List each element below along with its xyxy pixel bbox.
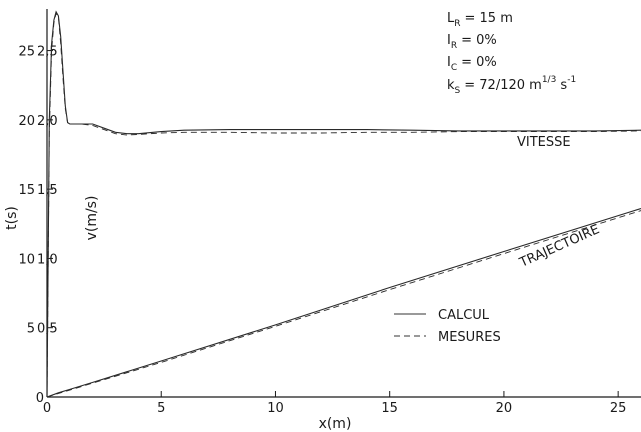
param-IC: IC = 0% <box>447 55 497 73</box>
vitesse-label: VITESSE <box>517 135 571 150</box>
vitesse-calcul-line <box>46 10 641 398</box>
t-tick-label: 5 <box>27 322 35 337</box>
x-tick-label: 25 <box>610 401 627 416</box>
v-tick-label: 2,0 <box>37 114 58 129</box>
curves <box>46 10 641 398</box>
x-axis-title: x(m) <box>319 416 352 432</box>
t-tick-label: 15 <box>18 183 35 198</box>
legend-mesures-label: MESURES <box>438 330 501 345</box>
x-tick-label: 15 <box>381 401 398 416</box>
v-tick-label: 2,5 <box>37 45 58 60</box>
t-tick-label: 20 <box>18 114 35 129</box>
parameter-block: LR = 15 m IR = 0% IC = 0% kS = 72/120 m1/3 s… <box>447 11 576 96</box>
legend-calcul-label: CALCUL <box>438 308 490 323</box>
axes <box>46 9 641 398</box>
v-tick-label: 1,0 <box>37 252 58 267</box>
trajectoire-calcul-line <box>46 207 641 398</box>
x-tick-label: 0 <box>43 401 51 416</box>
param-ks: kS = 72/120 m1/3 s-1 <box>447 75 576 96</box>
t-axis-title: t(s) <box>4 206 20 230</box>
v-axis-title: v(m/s) <box>84 196 100 241</box>
t-tick-label: 10 <box>18 252 35 267</box>
x-tick-label: 10 <box>267 401 284 416</box>
x-tick-label: 5 <box>157 401 165 416</box>
t-tick-label: 25 <box>18 45 35 60</box>
trajectoire-label: TRAJECTOIRE <box>517 222 602 271</box>
x-tick-label: 20 <box>496 401 513 416</box>
vitesse-mesures-line <box>46 11 641 398</box>
param-LR: LR = 15 m <box>447 11 513 29</box>
v-tick-label: 1,5 <box>37 183 58 198</box>
trajectoire-mesures-line <box>46 210 641 398</box>
legend: CALCUL MESURES <box>394 308 501 345</box>
t-tick-label: 0 <box>36 391 44 406</box>
param-IR: IR = 0% <box>447 33 497 51</box>
